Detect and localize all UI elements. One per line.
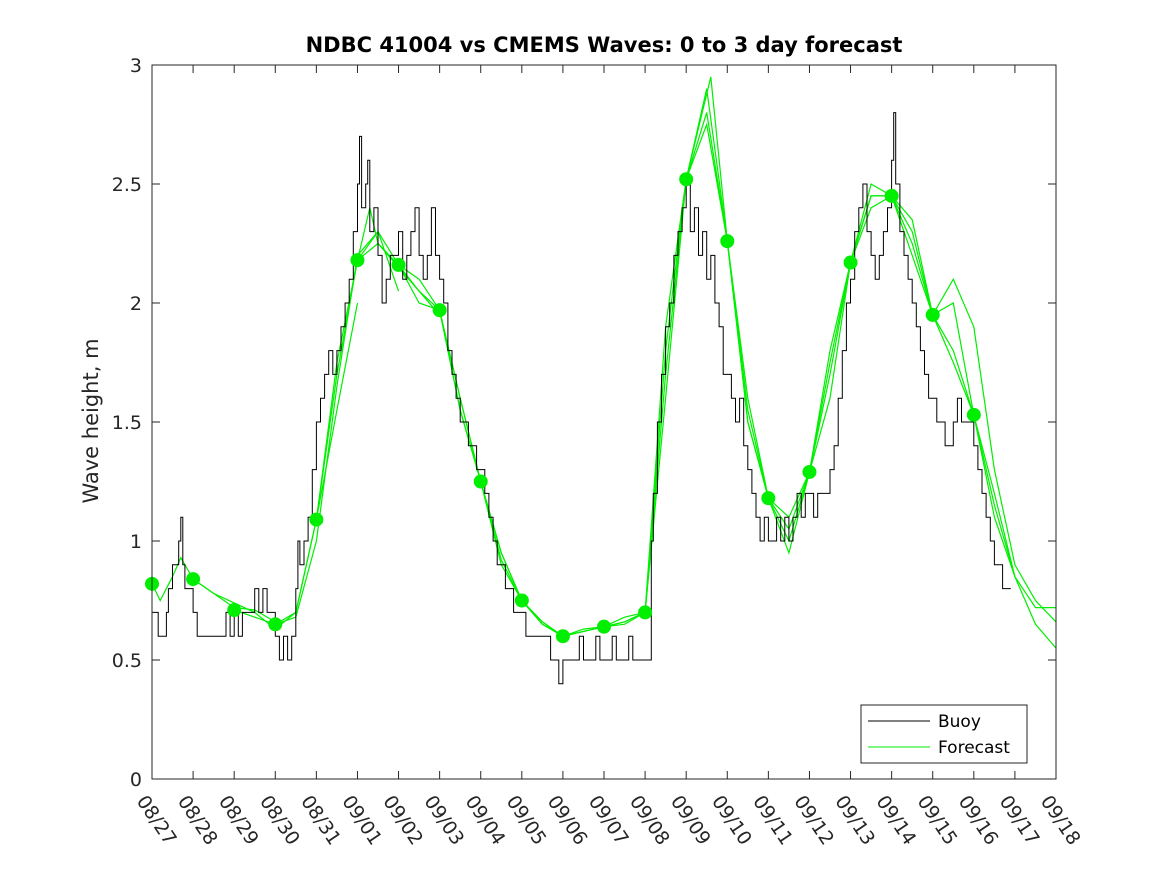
x-tick-label: 08/29 [214,791,263,849]
y-axis-label: Wave height, m [79,338,103,503]
forecast-marker [473,474,488,489]
y-tick-label: 2 [130,293,142,315]
forecast-marker [268,617,283,632]
forecast-marker [802,464,817,479]
legend-buoy-label: Buoy [938,712,981,732]
x-tick-label: 09/05 [502,791,551,849]
x-tick-label: 08/31 [296,791,345,849]
x-tick-label: 09/14 [871,791,920,849]
y-tick-label: 3 [130,55,142,77]
forecast-marker [638,605,653,620]
x-tick-label: 09/07 [584,791,633,849]
y-tick-label: 1.5 [112,412,142,434]
forecast-marker [555,629,570,644]
x-tick-label: 09/03 [419,791,468,849]
forecast-run-line [439,309,605,637]
x-tick-label: 08/30 [255,791,304,849]
x-tick-label: 09/17 [995,791,1044,849]
forecast-run-line [808,183,975,473]
forecast-run-line [726,195,892,555]
legend-box [860,704,1028,764]
x-tick-label: 09/01 [337,791,386,849]
forecast-marker [761,491,776,506]
y-tick-label: 1 [130,531,142,553]
plot-area [145,76,1057,685]
forecast-marker [309,512,324,527]
x-tick-label: 09/11 [748,791,797,849]
x-tick-label: 09/13 [830,791,879,849]
forecast-run-line [685,112,852,543]
y-tick-label: 2.5 [112,174,142,196]
forecast-marker [925,307,940,322]
x-tick-label: 09/09 [666,791,715,849]
forecast-marker [843,255,858,270]
forecast-run-line [932,314,1057,649]
buoy-line [152,112,1011,685]
y-axis-ticks: 0 0.5 1 1.5 2 2.5 3 [112,55,1056,791]
forecast-marker [514,593,529,608]
forecast-run-line [767,195,934,519]
forecast-marker [884,188,899,203]
x-tick-label: 09/06 [543,791,592,849]
x-tick-label: 09/16 [954,791,1003,849]
x-tick-label: 09/18 [1036,791,1085,849]
legend-forecast-label: Forecast [938,738,1010,758]
x-tick-label: 09/02 [378,791,427,849]
chart-title: NDBC 41004 vs CMEMS Waves: 0 to 3 day fo… [306,33,903,57]
forecast-run-line [891,195,1057,623]
forecast-marker [432,303,447,318]
x-tick-label: 08/28 [173,791,222,849]
legend: Buoy Forecast [860,704,1028,764]
x-tick-label: 09/04 [461,791,510,849]
forecast-marker [679,172,694,187]
x-tick-label: 09/15 [913,791,962,849]
forecast-marker [966,407,981,422]
forecast-run-line [234,230,400,625]
x-tick-label: 08/27 [132,791,181,849]
forecast-marker [227,603,242,618]
forecast-marker [391,257,406,272]
forecast-marker [350,253,365,268]
y-tick-label: 0.5 [112,650,142,672]
forecast-run-line [603,76,769,628]
forecast-marker [720,234,735,249]
forecast-marker [597,619,611,634]
forecast-run-line [973,414,1056,609]
axes-box [151,64,1057,780]
x-tick-label: 09/12 [789,791,838,849]
forecast-run-line [397,264,564,637]
forecast-marker [186,572,201,587]
forecast-run-line [562,88,728,637]
forecast-run-line [151,556,276,623]
x-tick-label: 09/08 [625,791,674,849]
x-tick-label: 09/10 [707,791,756,849]
y-tick-label: 0 [130,769,142,791]
forecast-run-line [480,481,646,637]
